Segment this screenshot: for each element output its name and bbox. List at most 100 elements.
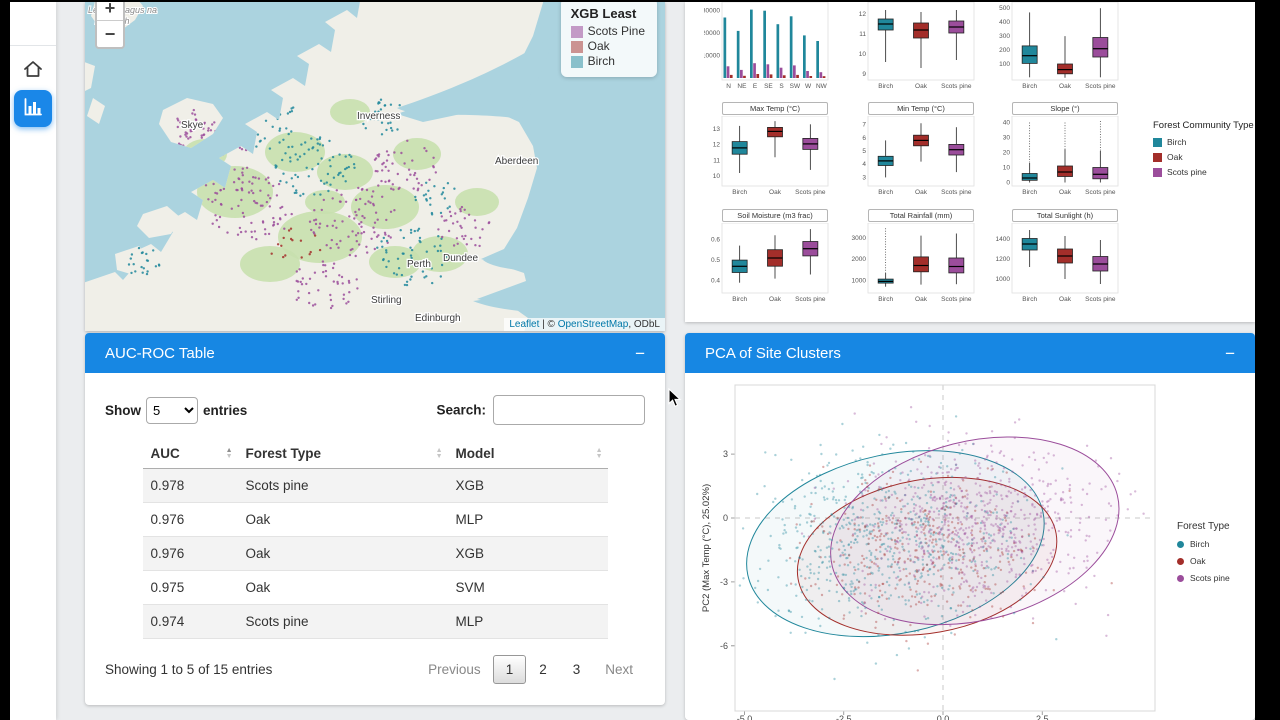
column-header[interactable]: AUC ▲ ▼ xyxy=(142,439,238,469)
svg-text:10000: 10000 xyxy=(704,53,720,60)
map-label: Dundee xyxy=(443,253,478,264)
table-row: 0.975 Oak SVM xyxy=(142,571,608,605)
search-control: Search: xyxy=(436,395,645,425)
svg-text:4: 4 xyxy=(862,161,866,168)
pagination-page[interactable]: 3 xyxy=(572,662,581,677)
pagination: Previous 1 2 3 Next xyxy=(416,655,645,684)
table-cell: XGB xyxy=(455,478,485,493)
svg-text:NW: NW xyxy=(816,83,828,90)
svg-text:SE: SE xyxy=(764,83,773,90)
facet-strip-title: Min Temp (°C) xyxy=(868,102,974,115)
svg-text:0.4: 0.4 xyxy=(711,278,720,285)
table-cell: 0.974 xyxy=(150,614,185,629)
svg-text:Scots pine: Scots pine xyxy=(941,83,972,90)
home-icon xyxy=(23,60,43,81)
table-row: 0.976 Oak XGB xyxy=(142,536,608,571)
svg-text:12: 12 xyxy=(859,11,867,18)
table-cell: MLP xyxy=(455,512,484,527)
table-cell: Scots pine xyxy=(245,478,309,493)
map-panel[interactable]: Leòdhas agus naHearadhSkyeInvernessAberd… xyxy=(85,2,665,331)
pca-header: PCA of Site Clusters − xyxy=(685,333,1255,373)
facet-strip-title: Soil Moisture (m3 frac) xyxy=(722,209,828,222)
svg-text:Scots pine: Scots pine xyxy=(941,189,972,196)
table-cell: SVM xyxy=(455,580,485,595)
table-cell: Scots pine xyxy=(245,614,309,629)
auc-roc-header: AUC-ROC Table − xyxy=(85,333,665,373)
pca-plot-body: 3 0 -3 -6 -5.0 -2.5 0.0 2.5 PC2 (Max Temp (°C), … xyxy=(685,373,1255,720)
column-header[interactable]: Forest Type ▲ ▼ xyxy=(237,439,448,469)
collapse-icon[interactable]: − xyxy=(635,343,645,363)
pagination-page[interactable]: 1 xyxy=(492,655,527,684)
facet-plot: Total Rainfall (mm) 1000 2000 3000 Birch Oak S… xyxy=(850,209,976,308)
collapse-icon[interactable]: − xyxy=(1225,343,1235,363)
table-row: 0.976 Oak MLP xyxy=(142,503,608,537)
page-length-select[interactable]: 5 xyxy=(146,396,198,424)
legend-item: Oak xyxy=(1153,152,1255,162)
svg-text:0: 0 xyxy=(723,513,728,523)
pagination-previous[interactable]: Previous xyxy=(428,662,481,677)
map-label: Aberdeen xyxy=(495,156,538,167)
table-cell: Oak xyxy=(245,512,271,527)
svg-text:Scots pine: Scots pine xyxy=(941,296,972,303)
svg-text:3: 3 xyxy=(862,174,866,181)
column-header[interactable]: Model ▲ ▼ xyxy=(447,439,608,469)
svg-text:10: 10 xyxy=(713,173,721,180)
svg-text:200: 200 xyxy=(999,47,1010,54)
svg-text:10: 10 xyxy=(1003,165,1011,172)
svg-text:Scots pine: Scots pine xyxy=(1085,296,1116,303)
search-input[interactable] xyxy=(493,395,645,425)
sidebar-item-dashboard[interactable] xyxy=(14,90,52,127)
map-attribution: Leaflet | © OpenStreetMap, ODbL xyxy=(504,318,665,331)
leaflet-link[interactable]: Leaflet xyxy=(509,319,540,330)
facet-plot: Max Temp (°C) 10 11 12 13 Birch Oak Scots pine xyxy=(704,102,830,201)
svg-text:0.6: 0.6 xyxy=(711,236,720,243)
table-row: 0.974 Scots pine MLP xyxy=(142,604,608,639)
svg-text:PC2 (Max Temp (°C), 25.02%): PC2 (Max Temp (°C), 25.02%) xyxy=(701,484,712,612)
svg-text:Oak: Oak xyxy=(769,296,782,303)
map-zoom-in-button[interactable]: + xyxy=(97,2,123,21)
svg-text:20000: 20000 xyxy=(704,30,720,37)
svg-text:-3: -3 xyxy=(720,577,728,587)
table-cell: XGB xyxy=(455,546,485,561)
map-zoom-out-button[interactable]: − xyxy=(104,24,116,44)
svg-text:NE: NE xyxy=(737,83,747,90)
svg-text:13: 13 xyxy=(713,126,721,133)
svg-text:Oak: Oak xyxy=(1059,83,1072,90)
svg-text:20: 20 xyxy=(1003,150,1011,157)
svg-text:100: 100 xyxy=(999,61,1010,68)
svg-text:Scots pine: Scots pine xyxy=(1085,189,1116,196)
svg-text:30: 30 xyxy=(1003,135,1011,142)
legend-item: Birch xyxy=(1177,539,1253,549)
pca-card: PCA of Site Clusters − 3 0 -3 -6 -5.0 -2.5 0.0… xyxy=(685,333,1255,720)
attribution-suffix: , ODbL xyxy=(628,319,660,330)
svg-text:0: 0 xyxy=(1006,180,1010,187)
pagination-page[interactable]: 2 xyxy=(539,662,547,677)
facet-strip-title: Total Rainfall (mm) xyxy=(868,209,974,222)
svg-text:Birch: Birch xyxy=(878,189,893,196)
svg-text:0.0: 0.0 xyxy=(937,714,950,720)
facet-plot: Total Sunlight (h) 1000 1200 1400 Birch Oak Sc… xyxy=(994,209,1120,308)
pca-legend: Forest Type Birch Oak Scots pine xyxy=(1177,521,1253,590)
facet-strip-title: Max Temp (°C) xyxy=(722,102,828,115)
svg-text:N: N xyxy=(726,83,731,90)
openstreetmap-link[interactable]: OpenStreetMap xyxy=(557,319,629,330)
sidebar-item-home[interactable] xyxy=(10,56,56,84)
table-cell: MLP xyxy=(455,614,484,629)
svg-text:Oak: Oak xyxy=(915,296,928,303)
svg-text:30000: 30000 xyxy=(704,8,720,15)
svg-text:10: 10 xyxy=(859,51,867,58)
svg-text:Oak: Oak xyxy=(915,83,928,90)
svg-text:Oak: Oak xyxy=(769,189,782,196)
map-legend: XGB Least Scots Pine Oak Birch xyxy=(560,2,657,77)
svg-text:Scots pine: Scots pine xyxy=(1085,83,1116,90)
show-label: Show xyxy=(105,402,141,418)
map-label: Inverness xyxy=(357,111,400,122)
svg-text:7: 7 xyxy=(862,122,866,129)
svg-text:Oak: Oak xyxy=(915,189,928,196)
svg-text:6: 6 xyxy=(862,135,866,142)
svg-text:Birch: Birch xyxy=(732,296,747,303)
svg-text:Birch: Birch xyxy=(732,189,747,196)
svg-text:1400: 1400 xyxy=(996,236,1011,243)
legend-item: Scots pine xyxy=(1177,573,1253,583)
pagination-next[interactable]: Next xyxy=(605,662,633,677)
